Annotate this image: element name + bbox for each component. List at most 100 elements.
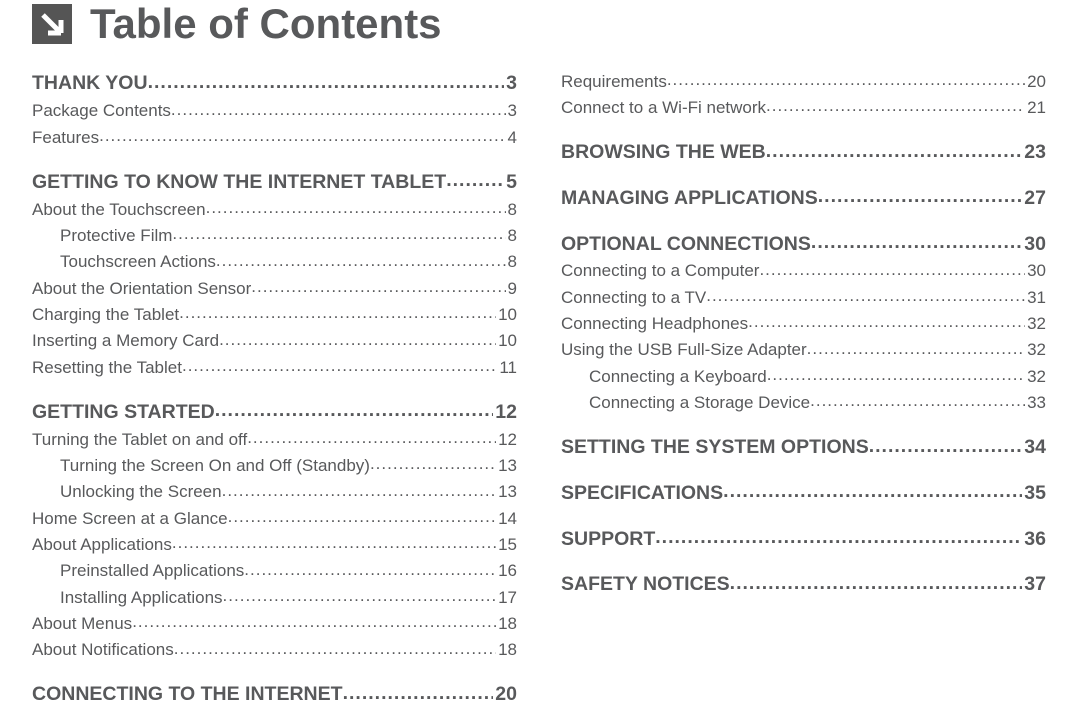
toc-item-label: Touchscreen Actions — [60, 250, 216, 275]
toc-section-label: OPTIONAL CONNECTIONS — [561, 230, 811, 258]
toc-spacer — [561, 507, 1046, 523]
toc-section-label: CONNECTING TO THE INTERNET — [32, 680, 343, 708]
toc-item[interactable]: Connecting a Keyboard32 — [561, 363, 1046, 389]
toc-item-label: Requirements — [561, 70, 667, 95]
toc-spacer — [32, 380, 517, 396]
toc-leader-dots — [767, 363, 1025, 382]
toc-section[interactable]: SUPPORT36 — [561, 523, 1046, 553]
toc-section[interactable]: GETTING STARTED 12 — [32, 396, 517, 426]
toc-leader-dots — [810, 389, 1025, 408]
toc-item[interactable]: Touchscreen Actions 8 — [32, 249, 517, 275]
toc-spacer — [561, 416, 1046, 432]
toc-leader-dots — [228, 505, 496, 524]
toc-item[interactable]: About Menus 18 — [32, 610, 517, 636]
toc-page-number: 18 — [496, 638, 517, 663]
toc-leader-dots — [132, 610, 496, 629]
toc-page-number: 8 — [506, 198, 517, 223]
toc-item[interactable]: Turning the Tablet on and off12 — [32, 426, 517, 452]
toc-item[interactable]: Connecting to a TV31 — [561, 284, 1046, 310]
toc-item[interactable]: Package Contents 3 — [32, 98, 517, 124]
toc-page-number: 32 — [1025, 365, 1046, 390]
toc-item[interactable]: About the Touchscreen8 — [32, 196, 517, 222]
toc-section[interactable]: GETTING TO KNOW THE INTERNET TABLET5 — [32, 166, 517, 196]
toc-page-number: 18 — [496, 612, 517, 637]
toc-item[interactable]: Unlocking the Screen 13 — [32, 479, 517, 505]
toc-item-label: Using the USB Full-Size Adapter — [561, 338, 807, 363]
toc-section-label: THANK YOU — [32, 69, 148, 97]
toc-section[interactable]: SPECIFICATIONS35 — [561, 477, 1046, 507]
toc-item[interactable]: Features4 — [32, 124, 517, 150]
toc-page-number: 20 — [1025, 70, 1046, 95]
toc-spacer — [561, 553, 1046, 569]
toc-item[interactable]: Protective Film8 — [32, 222, 517, 248]
toc-section-label: BROWSING THE WEB — [561, 138, 766, 166]
toc-item[interactable]: Charging the Tablet10 — [32, 301, 517, 327]
page: Table of Contents THANK YOU3Package Cont… — [0, 0, 1082, 696]
toc-leader-dots — [172, 222, 505, 241]
toc-section[interactable]: MANAGING APPLICATIONS27 — [561, 182, 1046, 212]
toc-item-label: Charging the Tablet — [32, 303, 179, 328]
toc-leader-dots — [206, 196, 506, 215]
toc-section-label: SAFETY NOTICES — [561, 570, 730, 598]
toc-item-label: Package Contents — [32, 99, 171, 124]
toc-leader-dots — [370, 452, 496, 471]
toc-section[interactable]: THANK YOU3 — [32, 68, 517, 98]
toc-page-number: 20 — [493, 680, 517, 708]
toc-page-number: 37 — [1022, 570, 1046, 598]
toc-item[interactable]: About the Orientation Sensor9 — [32, 275, 517, 301]
toc-page-number: 34 — [1022, 433, 1046, 461]
toc-leader-dots — [706, 284, 1025, 303]
toc-page-number: 15 — [496, 533, 517, 558]
toc-item[interactable]: Resetting the Tablet11 — [32, 354, 517, 380]
toc-section[interactable]: SETTING THE SYSTEM OPTIONS 34 — [561, 432, 1046, 462]
toc-page-number: 11 — [497, 356, 517, 381]
toc-page-number: 14 — [496, 507, 517, 532]
toc-item-label: Connecting Headphones — [561, 312, 748, 337]
toc-leader-dots — [216, 249, 506, 268]
title-row: Table of Contents — [32, 0, 1050, 48]
toc-item[interactable]: Requirements 20 — [561, 68, 1046, 94]
toc-page-number: 32 — [1025, 338, 1046, 363]
toc-section[interactable]: CONNECTING TO THE INTERNET 20 — [32, 679, 517, 709]
toc-item[interactable]: Home Screen at a Glance 14 — [32, 505, 517, 531]
toc-leader-dots — [807, 337, 1025, 356]
toc-item[interactable]: Connecting Headphones32 — [561, 310, 1046, 336]
toc-page-number: 8 — [506, 250, 517, 275]
toc-item-label: About Applications — [32, 533, 172, 558]
toc-leader-dots — [667, 68, 1025, 87]
toc-item[interactable]: Connecting a Storage Device33 — [561, 389, 1046, 415]
toc-item[interactable]: Inserting a Memory Card10 — [32, 328, 517, 354]
toc-section-label: GETTING TO KNOW THE INTERNET TABLET — [32, 168, 446, 196]
toc-page-number: 12 — [493, 398, 517, 426]
toc-page-number: 3 — [506, 99, 517, 124]
toc-leader-dots — [818, 182, 1023, 203]
toc-item-label: Unlocking the Screen — [60, 480, 222, 505]
toc-page-number: 4 — [506, 126, 517, 151]
toc-item[interactable]: Installing Applications17 — [32, 584, 517, 610]
toc-section[interactable]: BROWSING THE WEB23 — [561, 137, 1046, 167]
toc-leader-dots — [215, 396, 494, 417]
toc-item-label: Home Screen at a Glance — [32, 507, 228, 532]
toc-item[interactable]: Connect to a Wi-Fi network21 — [561, 94, 1046, 120]
toc-item-label: Preinstalled Applications — [60, 559, 244, 584]
down-right-arrow-icon — [32, 4, 72, 44]
toc-item[interactable]: Using the USB Full-Size Adapter 32 — [561, 337, 1046, 363]
toc-item[interactable]: About Notifications 18 — [32, 637, 517, 663]
toc-item-label: About Menus — [32, 612, 132, 637]
toc-section-label: SETTING THE SYSTEM OPTIONS — [561, 433, 869, 461]
toc-leader-dots — [723, 477, 1022, 498]
toc-page-number: 13 — [496, 480, 517, 505]
toc-leader-dots — [759, 258, 1025, 277]
toc-item[interactable]: Preinstalled Applications16 — [32, 558, 517, 584]
toc-item-label: Turning the Screen On and Off (Standby) — [60, 454, 370, 479]
toc-item[interactable]: Turning the Screen On and Off (Standby)1… — [32, 452, 517, 478]
toc-section[interactable]: SAFETY NOTICES 37 — [561, 569, 1046, 599]
toc-item[interactable]: About Applications 15 — [32, 531, 517, 557]
toc-item-label: About Notifications — [32, 638, 174, 663]
toc-leader-dots — [148, 68, 505, 89]
toc-leader-dots — [446, 166, 504, 187]
toc-spacer — [32, 663, 517, 679]
toc-section[interactable]: OPTIONAL CONNECTIONS30 — [561, 228, 1046, 258]
toc-section-label: GETTING STARTED — [32, 398, 215, 426]
toc-item[interactable]: Connecting to a Computer30 — [561, 258, 1046, 284]
